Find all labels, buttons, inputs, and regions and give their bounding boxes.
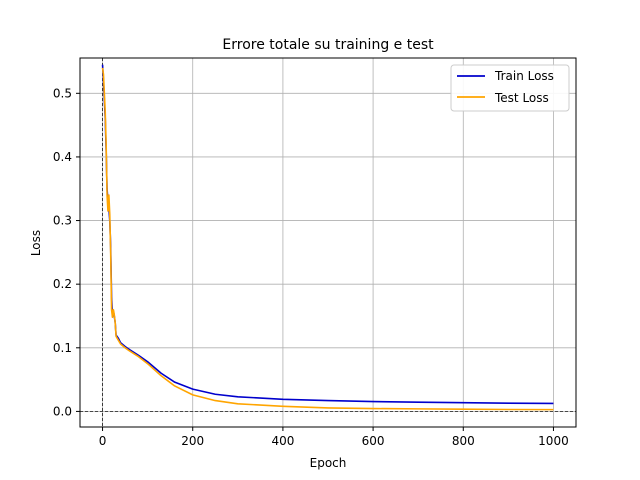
plot-frame [79, 57, 577, 428]
y-tick-label: 0.1 [53, 341, 72, 355]
x-tick-label: 1000 [538, 434, 569, 448]
y-axis-label: Loss [29, 230, 43, 256]
grid-layer [80, 58, 576, 427]
x-tick-label: 800 [452, 434, 475, 448]
y-tick-label: 0.2 [53, 277, 72, 291]
x-axis-label: Epoch [310, 456, 347, 470]
legend: Train Loss Test Loss [450, 64, 570, 112]
x-tick-label: 200 [181, 434, 204, 448]
x-axis-ticks: 0 200 400 600 800 1000 [99, 427, 569, 448]
y-tick-label: 0.4 [53, 150, 72, 164]
y-tick-label: 0.0 [53, 404, 72, 418]
y-tick-label: 0.5 [53, 86, 72, 100]
legend-label-train: Train Loss [494, 69, 554, 83]
series-layer [101, 64, 554, 411]
chart-title: Errore totale su training e test [222, 37, 434, 53]
x-tick-label: 400 [271, 434, 294, 448]
y-axis-ticks: 0.0 0.1 0.2 0.3 0.4 0.5 [53, 86, 80, 418]
legend-label-test: Test Loss [494, 91, 549, 105]
x-tick-label: 600 [362, 434, 385, 448]
x-tick-label: 0 [99, 434, 107, 448]
reference-lines [80, 58, 576, 427]
y-tick-label: 0.3 [53, 214, 72, 228]
test-loss-line [101, 67, 554, 411]
